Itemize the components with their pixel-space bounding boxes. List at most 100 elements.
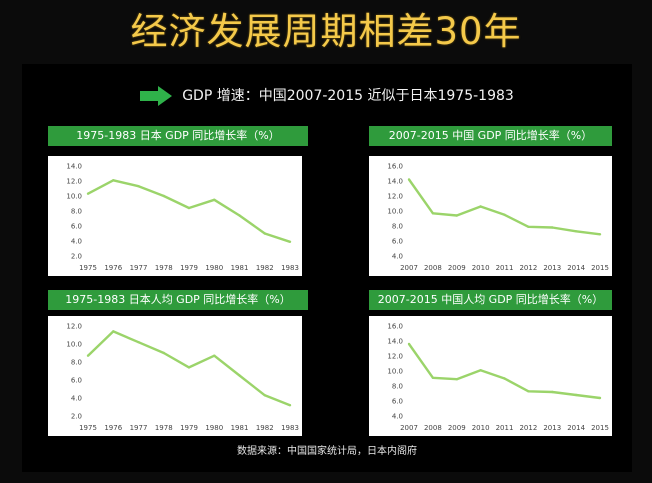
- data-point: [503, 213, 506, 216]
- x-tick-label: 1975: [79, 264, 97, 272]
- x-tick-label: 1977: [130, 424, 148, 432]
- x-tick-label: 2013: [543, 264, 561, 272]
- x-tick-label: 2011: [496, 424, 514, 432]
- chart-title-japan-gdp-per-capita: 1975-1983 日本人均 GDP 同比增长率（%）: [48, 290, 308, 310]
- series-line: [408, 343, 601, 400]
- x-tick-label: 2011: [496, 264, 514, 272]
- x-tick-label: 1980: [205, 424, 223, 432]
- y-tick-label: 2.0: [71, 413, 82, 421]
- x-tick-label: 2010: [472, 264, 490, 272]
- data-point: [213, 198, 216, 201]
- y-tick-label: 16.0: [387, 323, 403, 331]
- data-point: [407, 178, 411, 181]
- x-tick-label: 2007: [400, 264, 418, 272]
- y-tick-label: 4.0: [71, 395, 82, 403]
- x-tick-label: 2014: [567, 264, 585, 272]
- x-tick-label: 1982: [256, 264, 274, 272]
- data-point: [86, 354, 90, 357]
- data-point: [479, 369, 482, 372]
- chart-panel-china-gdp: 4.0 6.0 8.0 10.0 12.0 14.0 16.0 2007 2008 2009 201…: [369, 156, 612, 276]
- y-tick-label: 14.0: [66, 163, 82, 171]
- y-tick-label: 8.0: [392, 383, 403, 391]
- x-tick-label: 1981: [231, 424, 249, 432]
- data-point: [238, 374, 241, 377]
- data-point: [574, 230, 578, 233]
- y-tick-label: 14.0: [387, 338, 403, 346]
- x-tick-label: 2012: [519, 264, 537, 272]
- x-tick-label: 1980: [205, 264, 223, 272]
- y-tick-label: 14.0: [387, 178, 403, 186]
- x-tick-label: 1979: [180, 264, 198, 272]
- y-tick-label: 12.0: [387, 193, 403, 201]
- data-point: [407, 342, 411, 346]
- data-point: [288, 404, 292, 407]
- data-point: [213, 354, 216, 357]
- x-tick-label: 2007: [400, 424, 418, 432]
- data-point: [431, 212, 435, 215]
- x-tick-label: 2015: [591, 424, 609, 432]
- data-point: [598, 396, 602, 400]
- y-tick-label: 6.0: [392, 398, 403, 406]
- x-tick-label: 2008: [424, 424, 442, 432]
- y-tick-label: 8.0: [71, 208, 82, 216]
- data-source-note: 数据来源：中国国家统计局，日本内阁府: [237, 446, 417, 457]
- chart-panel-japan-gdp-per-capita: 2.0 4.0 6.0 8.0 10.0 12.0 1975 1976 1977 1978 1979…: [48, 316, 302, 436]
- data-point: [574, 393, 578, 397]
- data-point: [551, 226, 554, 229]
- x-tick-label: 2009: [448, 424, 466, 432]
- data-point: [112, 330, 115, 333]
- chart-title-china-gdp-per-capita: 2007-2015 中国人均 GDP 同比增长率（%）: [369, 290, 612, 310]
- headline-text: GDP 增速：中国2007-2015 近似于日本1975-1983: [182, 88, 514, 104]
- headline: GDP 增速：中国2007-2015 近似于日本1975-1983: [22, 84, 632, 108]
- chart-board: GDP 增速：中国2007-2015 近似于日本1975-1983 1975-1…: [22, 64, 632, 472]
- data-point: [187, 366, 191, 369]
- x-tick-label: 1983: [281, 424, 299, 432]
- y-tick-label: 6.0: [71, 377, 82, 385]
- y-tick-label: 2.0: [71, 253, 82, 261]
- x-tick-label: 2015: [591, 264, 609, 272]
- y-tick-label: 10.0: [66, 341, 82, 349]
- y-tick-label: 4.0: [392, 413, 403, 421]
- y-tick-label: 16.0: [387, 163, 403, 171]
- data-point: [263, 232, 266, 235]
- x-tick-label: 2012: [519, 424, 537, 432]
- line-chart-china-gdp: 4.0 6.0 8.0 10.0 12.0 14.0 16.0 2007 2008 2009 201…: [387, 163, 609, 273]
- series-line: [87, 179, 291, 243]
- chart-title-japan-gdp: 1975-1983 日本 GDP 同比增长率（%）: [48, 126, 308, 146]
- x-tick-label: 1976: [104, 424, 122, 432]
- x-tick-label: 1979: [180, 424, 198, 432]
- x-tick-label: 2008: [424, 264, 442, 272]
- chart-panel-japan-gdp: 2.0 4.0 6.0 8.0 10.0 12.0 14.0 1975 1976 1977 1978…: [48, 156, 302, 276]
- y-tick-label: 12.0: [66, 178, 82, 186]
- data-point: [598, 233, 602, 236]
- right-arrow-icon: [140, 86, 173, 106]
- y-tick-label: 12.0: [66, 323, 82, 331]
- y-tick-label: 4.0: [71, 238, 82, 246]
- y-tick-label: 4.0: [392, 253, 403, 261]
- line-chart-japan-gdp: 2.0 4.0 6.0 8.0 10.0 12.0 14.0 1975 1976 1977 1978…: [66, 163, 299, 273]
- y-tick-label: 12.0: [387, 353, 403, 361]
- x-tick-label: 1978: [155, 264, 173, 272]
- series-line: [408, 178, 601, 236]
- chart-title-china-gdp: 2007-2015 中国 GDP 同比增长率（%）: [369, 126, 612, 146]
- data-point: [112, 179, 115, 182]
- x-tick-label: 1981: [231, 264, 249, 272]
- y-tick-label: 10.0: [66, 193, 82, 201]
- line-chart-japan-gdp-per-capita: 2.0 4.0 6.0 8.0 10.0 12.0 1975 1976 1977 1978 1979…: [66, 323, 299, 433]
- data-point: [527, 390, 530, 393]
- data-point: [479, 205, 482, 208]
- y-tick-label: 8.0: [71, 359, 82, 367]
- data-point: [86, 192, 90, 195]
- x-tick-label: 2009: [448, 264, 466, 272]
- chart-panel-china-gdp-per-capita: 4.0 6.0 8.0 10.0 12.0 14.0 16.0 2007 2008 2009 201…: [369, 316, 612, 436]
- y-tick-label: 10.0: [387, 208, 403, 216]
- y-tick-label: 8.0: [392, 223, 403, 231]
- y-tick-label: 10.0: [387, 368, 403, 376]
- x-tick-label: 1975: [79, 424, 97, 432]
- x-tick-label: 2013: [543, 424, 561, 432]
- y-tick-label: 6.0: [392, 238, 403, 246]
- x-tick-label: 1983: [281, 264, 299, 272]
- data-point: [527, 225, 530, 228]
- data-point: [263, 394, 266, 397]
- y-tick-label: 6.0: [71, 223, 82, 231]
